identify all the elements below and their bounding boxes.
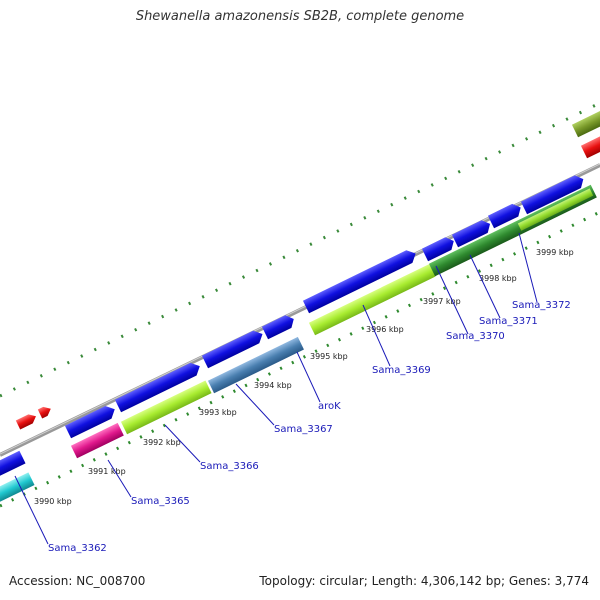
map-title: Shewanella amazonensis SB2B, complete ge…: [135, 9, 465, 24]
cog-lime-3: [517, 188, 594, 231]
cds-sama-3367: [201, 330, 263, 369]
cds-sama-3365: [64, 405, 115, 439]
kbp-ticks: 3990 kbp 3991 kbp 3992 kbp 3993 kbp 3994…: [34, 248, 574, 506]
tick-label-3992: 3992 kbp: [143, 438, 181, 447]
gene-label-sama-3370: Sama_3370: [446, 331, 505, 342]
gene-label-sama-3362: Sama_3362: [48, 543, 107, 554]
accession-text: Accession: NC_008700: [9, 574, 146, 588]
cog-lime-2: [308, 263, 436, 336]
tick-label-3999: 3999 kbp: [536, 248, 574, 257]
tick-label-3997: 3997 kbp: [423, 297, 461, 306]
gene-labels: Sama_3362 Sama_3365 Sama_3366 Sama_3367 …: [48, 300, 571, 554]
tick-label-3993: 3993 kbp: [199, 408, 237, 417]
gene-label-sama-3366: Sama_3366: [200, 461, 259, 472]
gene-label-arok: aroK: [318, 401, 341, 412]
red-arrow-left-1: [15, 414, 36, 430]
cog-track: [0, 184, 597, 503]
tick-label-3994: 3994 kbp: [254, 381, 292, 390]
gene-label-sama-3365: Sama_3365: [131, 496, 190, 507]
cds-sama-3370: [421, 237, 454, 262]
gene-label-sama-3372: Sama_3372: [512, 300, 571, 311]
tick-label-3995: 3995 kbp: [310, 352, 348, 361]
label-leaders: [14, 232, 538, 545]
cog-lime-1: [120, 380, 212, 435]
cog-pink: [70, 422, 124, 459]
topology-text: Topology: circular; Length: 4,306,142 bp…: [259, 574, 589, 588]
cds-sama-3366: [114, 362, 200, 413]
outer-features: [15, 107, 600, 430]
gene-label-sama-3367: Sama_3367: [274, 424, 333, 435]
cds-sama-3362: [0, 450, 26, 477]
tick-label-3991: 3991 kbp: [88, 467, 126, 476]
gene-label-sama-3369: Sama_3369: [372, 365, 431, 376]
red-arrow-left-2: [37, 406, 51, 419]
gene-label-sama-3371: Sama_3371: [479, 316, 538, 327]
cds-sama-3371: [451, 220, 491, 248]
cog-cyan: [0, 472, 35, 503]
outer-dotted-track: [0, 101, 600, 398]
tick-label-3996: 3996 kbp: [366, 325, 404, 334]
cds-arok: [261, 315, 294, 340]
forward-cds-track: [0, 175, 584, 477]
cds-sama-3369: [302, 250, 416, 314]
tick-label-3998: 3998 kbp: [479, 274, 517, 283]
tick-label-3990: 3990 kbp: [34, 497, 72, 506]
olive-feature: [571, 107, 600, 138]
cds-sama-3371b: [487, 203, 521, 229]
cds-sama-3372: [520, 175, 584, 215]
red-feature-right: [580, 132, 600, 159]
cog-steel: [207, 336, 304, 394]
